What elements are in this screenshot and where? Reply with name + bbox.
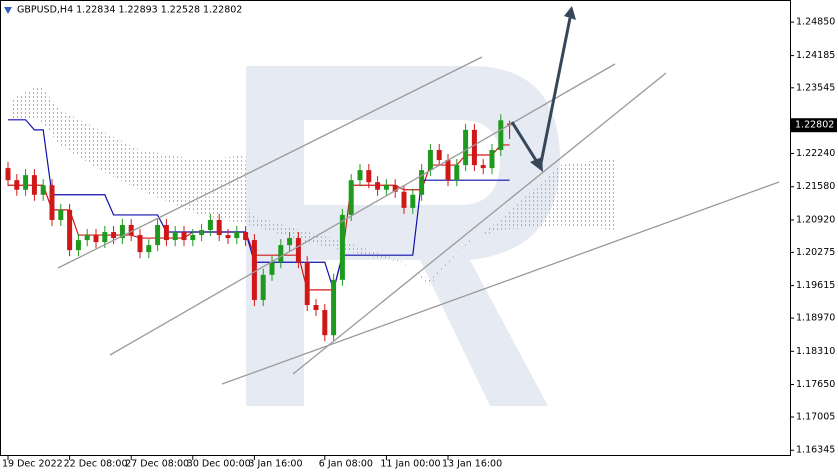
candle-body (260, 274, 266, 300)
candle-body (243, 232, 249, 241)
candle-body (49, 185, 55, 220)
y-tick-label: 1.22240 (796, 148, 835, 159)
candle-body (216, 219, 222, 236)
candle-body (190, 235, 196, 241)
candle-body (322, 310, 328, 336)
candle-body (269, 262, 275, 275)
candle-body (31, 175, 37, 195)
candle-body (137, 235, 143, 253)
candle-body (40, 185, 46, 195)
candle-body (102, 232, 108, 243)
candle-body (419, 170, 425, 195)
candle-body (14, 180, 20, 190)
candle-body (199, 230, 205, 236)
ichimoku-cloud (10, 85, 615, 285)
candle-body (251, 240, 257, 300)
candle-body (445, 160, 451, 181)
candle-body (427, 149, 433, 171)
candle-body (225, 235, 231, 239)
y-tick-label: 1.16345 (796, 445, 835, 456)
price-label-bg (791, 118, 837, 133)
x-tick-label: 19 Dec 2022 (2, 459, 63, 470)
y-tick-label: 1.18970 (796, 313, 835, 324)
y-tick-label: 1.24850 (796, 17, 835, 28)
candle-body (234, 232, 240, 239)
candle-body (207, 219, 213, 231)
candle-body (287, 238, 293, 246)
candle-body (383, 185, 389, 190)
candle-body (375, 182, 381, 190)
candle-body (339, 214, 345, 280)
candle-body (58, 209, 64, 220)
chart-title: GBPUSD,H4 1.22834 1.22893 1.22528 1.2280… (17, 5, 242, 16)
candle-body (155, 224, 161, 246)
candle-body (5, 168, 11, 181)
x-tick-label: 11 Jan 00:00 (380, 459, 440, 470)
candle-body (480, 165, 486, 169)
y-tick-label: 1.17650 (796, 379, 835, 390)
candle-body (181, 232, 187, 241)
x-tick-label: 6 Jan 08:00 (319, 459, 373, 470)
candle-body (295, 238, 301, 263)
candle-body (392, 185, 398, 192)
candle-body (331, 279, 337, 336)
symbol-icon (4, 7, 12, 14)
candle-body (357, 170, 363, 181)
candle-body (93, 235, 99, 243)
x-tick-label: 30 Dec 00:00 (187, 459, 251, 470)
candle-body (304, 262, 310, 306)
candle-body (366, 170, 372, 183)
candle-body (119, 224, 125, 239)
candle-body (23, 175, 29, 190)
x-tick-label: 3 Jan 16:00 (248, 459, 302, 470)
indicator-line (8, 119, 510, 293)
candle-body (401, 191, 407, 208)
candle-body (498, 120, 504, 150)
current-price-label: 1.22802 (795, 120, 834, 131)
candle-body (278, 245, 284, 263)
candle-body (172, 232, 178, 241)
candle-body (348, 180, 354, 215)
watermark (246, 66, 560, 406)
candle-body (463, 129, 469, 166)
candle-body (75, 240, 81, 251)
candle-body (454, 165, 460, 181)
candle-body (84, 235, 90, 241)
candle-body (163, 224, 169, 241)
candle-body (471, 129, 477, 166)
y-tick-label: 1.17005 (796, 411, 835, 422)
x-tick-label: 13 Jan 16:00 (442, 459, 502, 470)
x-tick-label: 27 Dec 08:00 (125, 459, 189, 470)
candle-body (146, 245, 152, 253)
candle-body (436, 149, 442, 161)
candle-body (111, 232, 117, 239)
y-tick-label: 1.23545 (796, 82, 835, 93)
y-tick-label: 1.20920 (796, 214, 835, 225)
candle-body (313, 305, 319, 311)
candle-body (489, 149, 495, 169)
y-tick-label: 1.19615 (796, 280, 835, 291)
annotations (57, 6, 780, 385)
y-tick-label: 1.21580 (796, 181, 835, 192)
candle-body (128, 224, 134, 236)
indicator-line (8, 144, 510, 291)
x-tick-label: 22 Dec 08:00 (64, 459, 128, 470)
y-tick-label: 1.20275 (796, 247, 835, 258)
y-tick-label: 1.18310 (796, 346, 835, 357)
candle-body (67, 209, 73, 251)
candle-body (410, 194, 416, 208)
y-tick-label: 1.24185 (796, 50, 835, 61)
